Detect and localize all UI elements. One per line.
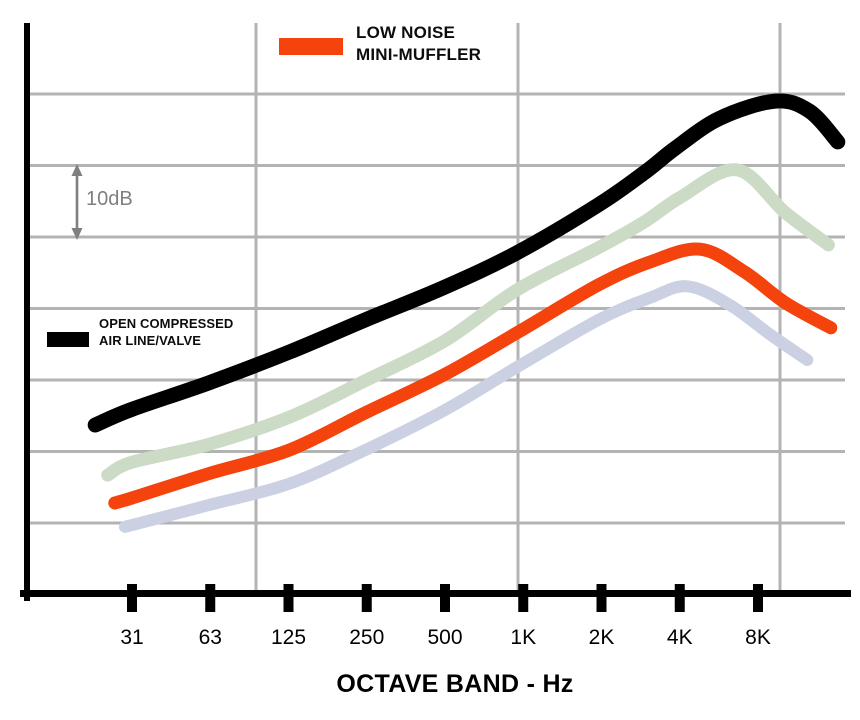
x-tick [283, 584, 294, 612]
legend-label-open-air-line2: AIR LINE/VALVE [99, 333, 202, 348]
legend-label-mini-muffler-line1: LOW NOISE [356, 23, 456, 42]
x-tick [753, 584, 763, 612]
x-tick-label: 2K [589, 626, 615, 649]
legend-label-mini-muffler-line2: MINI-MUFFLER [356, 45, 482, 64]
legend-swatch-mini-muffler [279, 38, 343, 55]
legend-label-mini-muffler: LOW NOISE MINI-MUFFLER [356, 22, 481, 66]
series-line-open-compressed-air-line-valve [87, 93, 846, 433]
x-tick-label: 125 [271, 626, 306, 649]
x-tick [674, 584, 685, 612]
x-tick-label: 31 [120, 626, 143, 649]
x-axis-title: OCTAVE BAND - Hz [336, 670, 574, 698]
db-scale-label: 10dB [86, 188, 133, 210]
series-line-low-noise-mini-muffler [108, 242, 838, 510]
x-tick-label: 63 [199, 626, 222, 649]
x-tick-label: 250 [349, 626, 384, 649]
x-tick-label: 4K [667, 626, 693, 649]
x-tick [440, 584, 450, 612]
x-tick-label: 500 [427, 626, 462, 649]
y-axis-line [24, 23, 30, 601]
series-line-unlabeled-pale-blue-curve [119, 280, 814, 533]
x-tick-label: 1K [510, 626, 536, 649]
x-tick [127, 584, 137, 612]
legend-label-open-air: OPEN COMPRESSED AIR LINE/VALVE [99, 315, 233, 349]
x-tick [361, 584, 372, 612]
legend-label-open-air-line1: OPEN COMPRESSED [99, 316, 234, 331]
x-tick [518, 584, 529, 612]
x-axis-line [20, 590, 851, 597]
x-tick [596, 584, 607, 612]
x-tick-label: 8K [745, 626, 771, 649]
db-scale-arrow-icon [71, 164, 83, 240]
legend-swatch-open-air [47, 332, 89, 347]
x-tick [205, 584, 216, 612]
series-line-unlabeled-pale-green-curve [101, 163, 835, 482]
